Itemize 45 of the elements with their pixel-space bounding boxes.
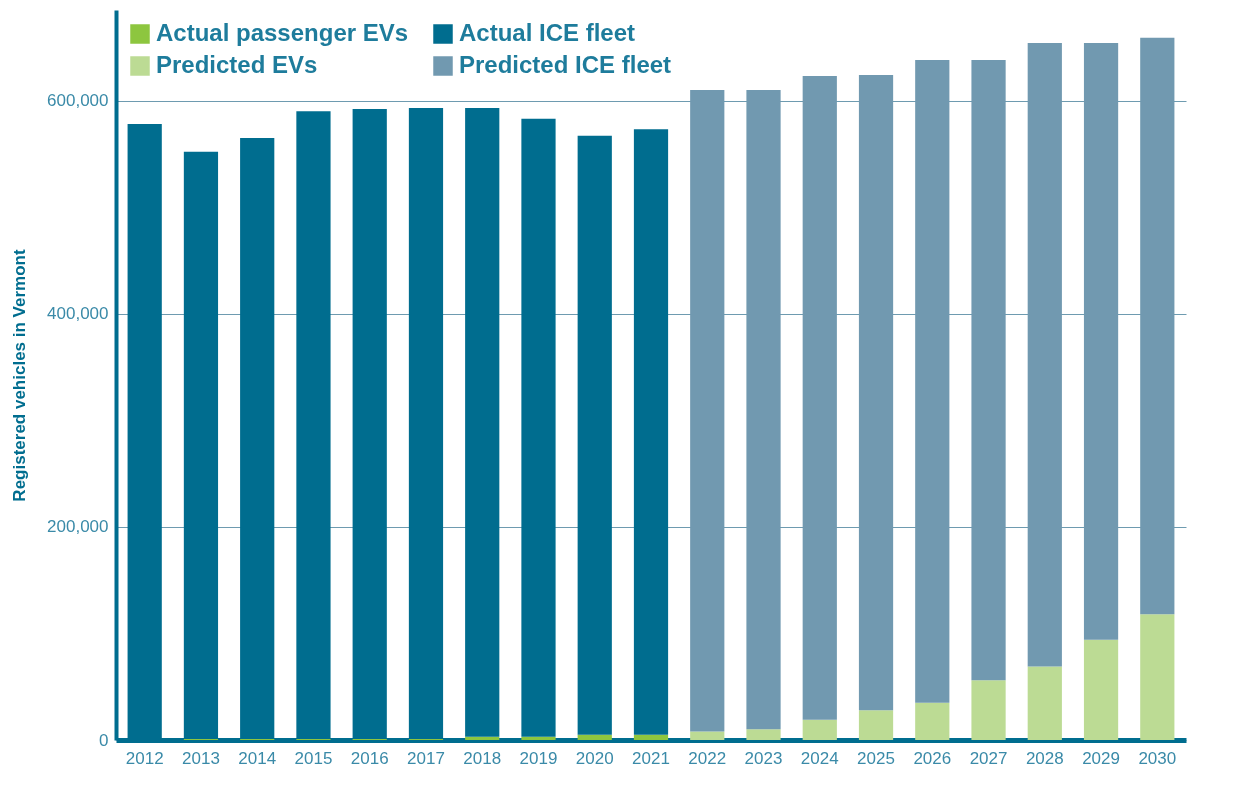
x-tick-label: 2020 [575,748,614,768]
x-tick-label: 2027 [969,748,1008,768]
x-tick-label: 2022 [688,748,727,768]
y-axis-title: Registered vehicles in Vermont [10,249,30,502]
x-tick-label: 2025 [857,748,895,768]
bar [858,710,894,740]
y-tick-label: 400,000 [47,304,109,324]
legend-label: Actual ICE fleet [459,19,636,46]
y-tick-label: 200,000 [47,517,109,537]
x-tick-label: 2021 [632,748,670,768]
x-tick-label: 2026 [913,748,952,768]
x-tick-label: 2019 [519,748,558,768]
x-tick-label: 2030 [1138,748,1177,768]
legend-label: Predicted ICE fleet [459,51,672,78]
bar [521,736,556,740]
bar [465,108,500,737]
bar [915,702,950,740]
x-tick-label: 2012 [125,748,164,768]
x-tick-label: 2014 [238,748,277,768]
bar [802,719,837,740]
legend-label: Actual passenger EVs [156,19,409,46]
x-tick-label: 2016 [350,748,389,768]
bar [577,734,612,740]
bar [690,731,725,740]
x-tick-label: 2029 [1082,748,1120,768]
bar [971,680,1006,740]
x-tick-label: 2018 [463,748,502,768]
bar [1027,666,1062,740]
x-tick-label: 2017 [407,748,445,768]
x-tick-label: 2024 [800,748,839,768]
bar [746,729,781,740]
y-tick-label: 600,000 [47,91,109,111]
x-tick-label: 2013 [182,748,220,768]
bar [521,118,556,737]
bar [633,734,669,740]
legend-label: Predicted EVs [156,51,318,78]
x-tick-label: 2028 [1025,748,1064,768]
bar [465,736,500,740]
x-tick-label: 2023 [744,748,783,768]
bar [577,135,612,735]
bar [633,129,669,735]
bar [1083,639,1119,740]
x-tick-label: 2015 [294,748,333,768]
bar [1140,614,1175,740]
y-tick-label: 0 [99,730,109,750]
